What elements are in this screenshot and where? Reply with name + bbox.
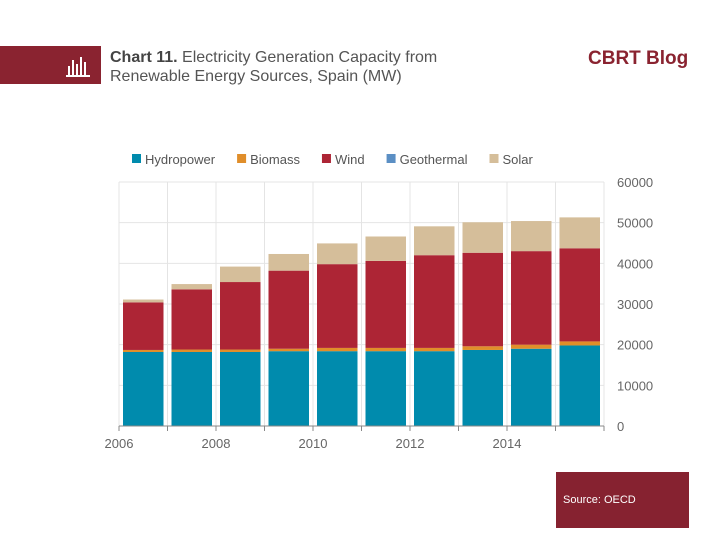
bar-segment-solar-2009	[268, 253, 309, 271]
legend-swatch-solar	[489, 154, 499, 163]
bar-segment-solar-2006	[123, 299, 164, 303]
legend-label-geothermal: Geothermal	[400, 152, 468, 167]
bar-segment-wind-2006	[123, 302, 164, 350]
bar-segment-hydropower-2014	[511, 348, 552, 426]
legend-label-hydropower: Hydropower	[145, 152, 216, 167]
bar-segment-wind-2009	[268, 270, 309, 349]
legend-swatch-geothermal	[386, 154, 396, 163]
title-line-1: Electricity Generation Capacity from	[182, 49, 438, 66]
bar-chart-icon	[66, 57, 90, 77]
y-tick-label: 50000	[617, 216, 653, 231]
bar-segment-biomass-2010	[317, 347, 358, 352]
bar-segment-hydropower-2015	[559, 345, 600, 426]
legend-label-wind: Wind	[335, 152, 365, 167]
source-text: Source: OECD	[563, 494, 636, 506]
y-tick-label: 30000	[617, 297, 653, 312]
x-tick-label: 2010	[299, 436, 328, 451]
legend-label-biomass: Biomass	[250, 152, 300, 167]
bar-segment-biomass-2014	[511, 344, 552, 349]
bar-segment-biomass-2008	[220, 349, 261, 352]
bar-segment-hydropower-2012	[414, 351, 455, 426]
bar-segment-solar-2012	[414, 226, 455, 256]
bar-segment-biomass-2012	[414, 347, 455, 352]
bar-segment-hydropower-2009	[268, 351, 309, 426]
chart-title: Chart 11. Electricity Generation Capacit…	[110, 48, 437, 86]
bar-segment-solar-2015	[559, 217, 600, 249]
bar-segment-solar-2010	[317, 243, 358, 265]
x-tick-label: 2012	[396, 436, 425, 451]
bar-segment-hydropower-2007	[171, 351, 212, 426]
bar-segment-wind-2015	[559, 248, 600, 342]
y-tick-label: 20000	[617, 338, 653, 353]
bar-segment-solar-2007	[171, 284, 212, 290]
legend-swatch-hydropower	[132, 154, 141, 163]
bar-segment-hydropower-2008	[220, 351, 261, 426]
bar-segment-biomass-2013	[462, 346, 503, 350]
bar-segment-biomass-2011	[365, 347, 406, 352]
bar-segment-solar-2008	[220, 266, 261, 283]
legend-label-solar: Solar	[503, 152, 534, 167]
brand-logo: CBRT Blog	[588, 48, 689, 69]
bar-segment-wind-2011	[365, 260, 406, 348]
bar-segment-biomass-2006	[123, 349, 164, 352]
legend-swatch-biomass	[237, 154, 247, 163]
bar-segment-solar-2011	[365, 236, 406, 261]
bar-segment-solar-2013	[462, 222, 503, 253]
y-tick-label: 40000	[617, 256, 653, 271]
x-tick-label: 2014	[493, 436, 522, 451]
y-tick-label: 60000	[617, 175, 653, 190]
bar-segment-wind-2010	[317, 264, 358, 348]
bar-segment-wind-2007	[171, 289, 212, 350]
bar-segment-biomass-2015	[559, 341, 600, 346]
source-box: Source: OECD	[556, 472, 689, 528]
x-tick-label: 2006	[105, 436, 134, 451]
bar-segment-wind-2014	[511, 251, 552, 345]
y-tick-label: 0	[617, 419, 624, 434]
bar-segment-biomass-2007	[171, 349, 212, 352]
bar-segment-wind-2012	[414, 255, 455, 348]
legend-swatch-wind	[321, 154, 331, 163]
bar-segment-wind-2008	[220, 282, 261, 350]
bar-segment-wind-2013	[462, 252, 503, 347]
bar-segment-hydropower-2006	[123, 351, 164, 426]
bar-segment-hydropower-2010	[317, 351, 358, 426]
y-tick-label: 10000	[617, 378, 653, 393]
title-band	[0, 46, 101, 84]
chart-number: Chart 11.	[110, 49, 178, 66]
bar-segment-biomass-2009	[268, 348, 309, 352]
bar-segment-hydropower-2011	[365, 351, 406, 426]
bar-segment-solar-2014	[511, 221, 552, 252]
x-tick-label: 2008	[202, 436, 231, 451]
title-line-2: Renewable Energy Sources, Spain (MW)	[110, 68, 402, 85]
bar-segment-hydropower-2013	[462, 349, 503, 426]
